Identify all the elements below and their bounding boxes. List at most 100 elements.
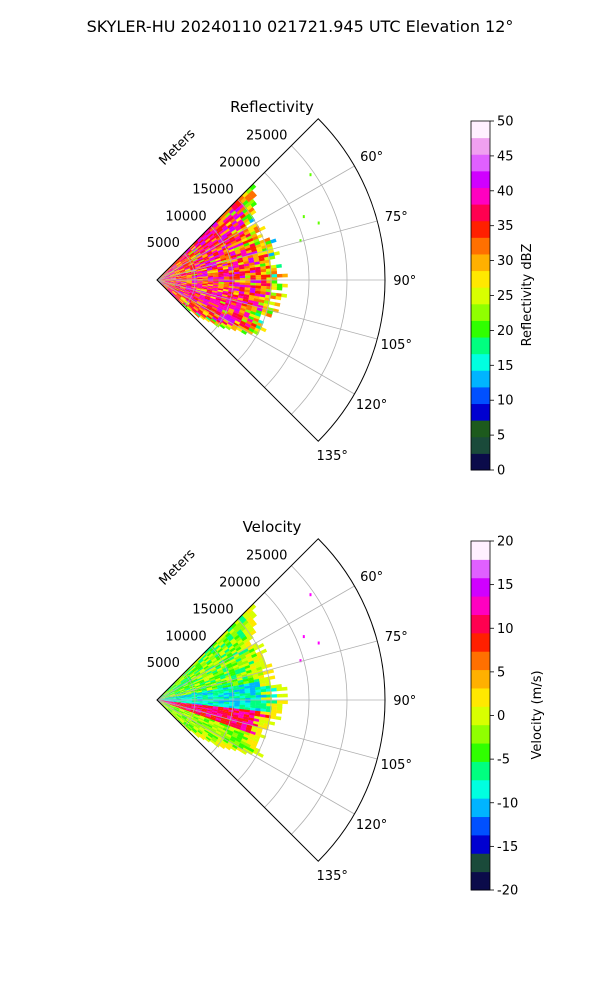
echo-gate [246, 655, 253, 661]
echo-gate [195, 710, 202, 714]
echo-gate [185, 708, 191, 711]
echo-gate [227, 654, 234, 659]
echo-gate [249, 287, 256, 291]
echo-gate [237, 314, 244, 319]
echo-gate [254, 315, 261, 320]
echo-gate [246, 196, 253, 203]
echo-gate [242, 660, 249, 665]
echo-gate [174, 269, 180, 273]
echo-gate [176, 713, 182, 718]
echo-gate [276, 283, 283, 288]
echo-gate [255, 702, 262, 706]
echo-gate [232, 312, 239, 317]
echo-gate [223, 670, 230, 675]
echo-gate [221, 714, 228, 718]
echo-gate [219, 324, 226, 330]
echo-gate [253, 676, 260, 680]
echo-gate [234, 691, 240, 695]
echo-gate [179, 689, 186, 692]
echo-gate [202, 284, 208, 287]
echo-gate [175, 715, 181, 720]
echo-gate [171, 711, 177, 716]
echo-gate [239, 309, 246, 314]
echo-gate [194, 262, 200, 266]
echo-gate [212, 641, 218, 647]
echo-gate [204, 717, 211, 721]
echo-gate [238, 731, 245, 737]
echo-gate [198, 658, 205, 664]
echo-gate [169, 704, 176, 707]
echo-gate [212, 315, 219, 320]
echo-gate [209, 731, 215, 736]
echo-gate [243, 260, 250, 265]
echo-gate [250, 280, 256, 284]
echo-gate [317, 641, 320, 645]
echo-gate [164, 275, 171, 278]
echo-gate [233, 292, 239, 296]
echo-gate [259, 716, 266, 721]
echo-gate [180, 283, 187, 286]
echo-gate [213, 231, 219, 237]
echo-gate [207, 280, 214, 282]
echo-gate [164, 282, 171, 285]
echo-gate [197, 702, 203, 704]
echo-gate [196, 236, 202, 242]
echo-gate [270, 238, 277, 244]
echo-gate [174, 271, 181, 274]
echo-gate [186, 284, 192, 286]
echo-gate [170, 276, 176, 278]
echo-gate [225, 230, 232, 236]
echo-gate [238, 664, 245, 669]
echo-gate [184, 710, 191, 713]
echo-gate [164, 694, 170, 697]
echo-gate [243, 638, 250, 644]
echo-gate [231, 744, 238, 750]
echo-gate [255, 708, 261, 712]
echo-gate [227, 262, 234, 266]
echo-gate [219, 302, 226, 307]
echo-gate [202, 277, 209, 279]
echo-gate [255, 266, 261, 271]
colorbar-tick-label: 30 [497, 254, 514, 269]
echo-gate [211, 710, 218, 714]
echo-gate [237, 677, 243, 682]
echo-gate [206, 305, 212, 310]
echo-gate [258, 719, 265, 724]
echo-gate [214, 674, 220, 679]
echo-gate [276, 687, 283, 692]
echo-gate [271, 694, 278, 698]
reflectivity-range-axis-label: Meters [157, 126, 199, 168]
echo-gate [174, 690, 180, 693]
echo-gate [222, 739, 229, 744]
echo-gate [169, 270, 175, 274]
echo-gate [206, 290, 213, 294]
echo-gate [190, 309, 196, 315]
echo-gate [196, 693, 203, 695]
echo-gate [169, 284, 176, 287]
echo-gate [221, 653, 227, 659]
echo-gate [199, 249, 206, 254]
echo-gate [205, 230, 211, 236]
echo-gate [208, 243, 215, 249]
echo-gate [192, 668, 198, 673]
echo-gate [219, 300, 226, 305]
echo-gate [244, 322, 251, 328]
echo-gate [201, 253, 208, 258]
echo-gate [229, 274, 235, 277]
echo-gate [237, 662, 244, 667]
echo-gate [171, 264, 177, 269]
echo-gate [233, 310, 240, 315]
echo-gate [192, 717, 199, 721]
echo-gate [230, 722, 237, 727]
colorbar-tick-label: 10 [497, 394, 514, 409]
echo-gate [180, 284, 187, 287]
echo-gate [198, 678, 204, 682]
echo-gate [244, 291, 250, 296]
echo-gate [186, 284, 192, 287]
echo-gate [246, 624, 253, 631]
echo-gate [236, 228, 243, 234]
echo-gate [245, 247, 252, 252]
echo-gate [248, 660, 255, 666]
echo-gate [214, 256, 221, 260]
echo-gate [215, 716, 222, 720]
